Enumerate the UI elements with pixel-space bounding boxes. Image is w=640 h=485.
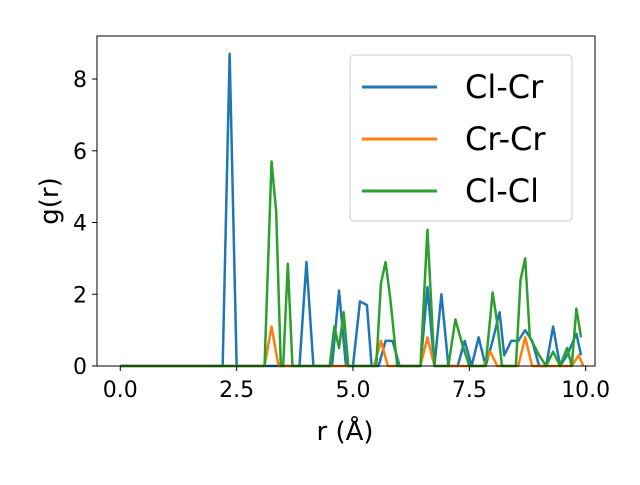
x-tick-label: 2.5 xyxy=(219,378,254,403)
series-line-cr-cr xyxy=(120,325,585,368)
y-tick-label: 8 xyxy=(73,68,87,93)
x-tick-label: 5.0 xyxy=(335,378,370,403)
legend-label: Cl-Cl xyxy=(465,172,539,210)
legend-box xyxy=(349,54,573,222)
x-tick-label: 0.0 xyxy=(103,378,138,403)
x-axis-label: r (Å) xyxy=(316,415,373,447)
x-tick-label: 10.0 xyxy=(561,378,610,403)
y-tick-label: 2 xyxy=(73,283,87,308)
y-tick-label: 4 xyxy=(73,212,87,237)
y-tick-label: 0 xyxy=(73,355,87,380)
y-tick-label: 6 xyxy=(73,140,87,165)
axes: 0.0 2.5 5.0 7.5 10.0 0 2 4 6 8 xyxy=(73,35,610,403)
axes-frame xyxy=(96,35,596,367)
y-axis-label: g(r) xyxy=(35,177,65,224)
legend-label: Cr-Cr xyxy=(465,120,546,158)
legend-label: Cl-Cr xyxy=(465,68,544,106)
x-tick-label: 7.5 xyxy=(452,378,487,403)
legend: Cl-Cr Cr-Cr Cl-Cl xyxy=(349,54,573,222)
